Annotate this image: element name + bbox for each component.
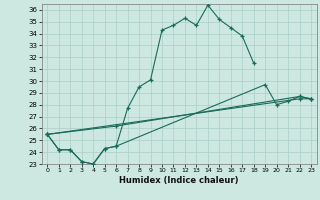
- X-axis label: Humidex (Indice chaleur): Humidex (Indice chaleur): [119, 176, 239, 185]
